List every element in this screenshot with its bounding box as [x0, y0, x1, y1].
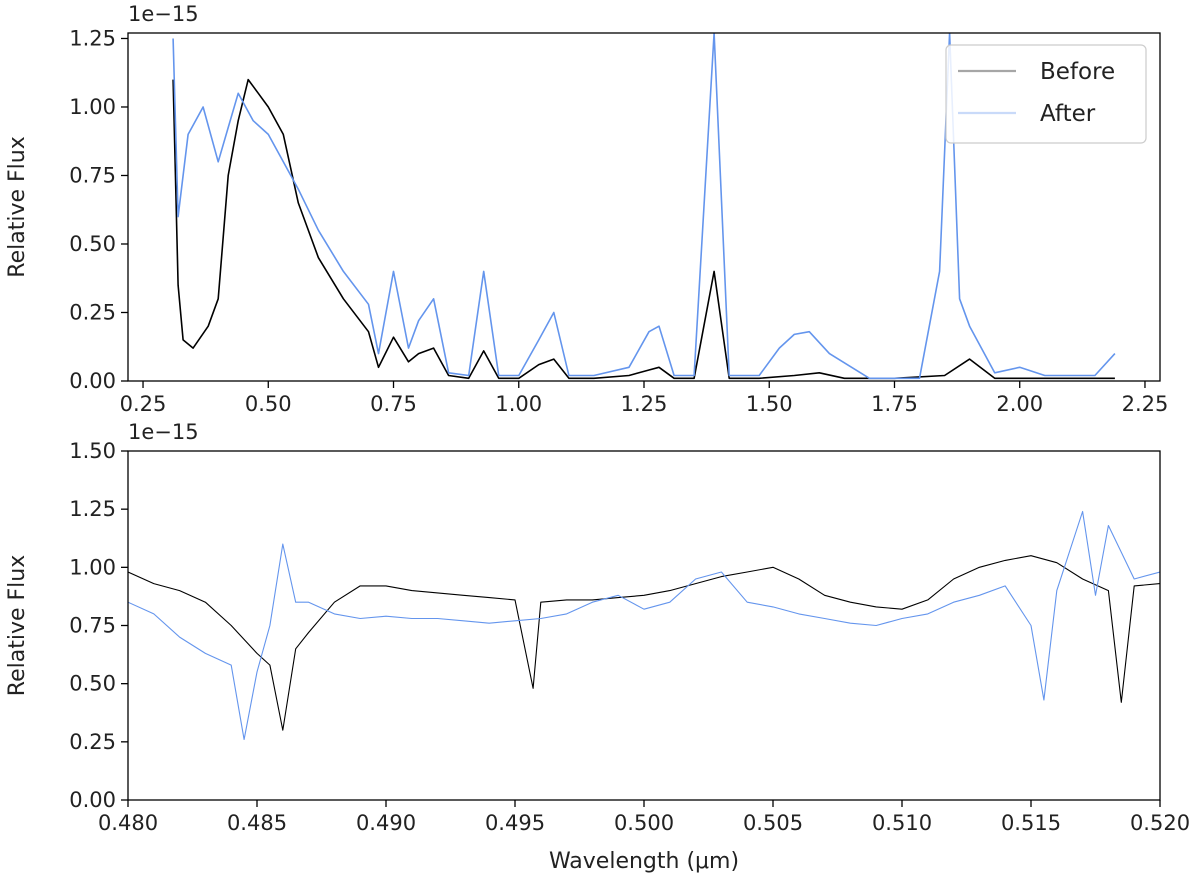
y-offset-label: 1e−15 — [128, 420, 199, 444]
legend-label-after: After — [1040, 101, 1096, 127]
x-tick-label: 0.505 — [743, 811, 803, 835]
x-tick-label: 2.25 — [1122, 392, 1169, 416]
y-tick-label: 1.25 — [69, 497, 116, 521]
x-tick-label: 0.500 — [614, 811, 674, 835]
series-line-before — [128, 555, 1160, 731]
bottom-panel: 0.480 0.485 0.490 0.495 0.500 0.505 0.510 0.515… — [5, 420, 1190, 874]
y-tick-label: 0.75 — [69, 614, 116, 638]
x-tick-label: 0.510 — [872, 811, 932, 835]
legend: Before After — [945, 44, 1147, 144]
x-tick-label: 0.25 — [120, 392, 167, 416]
y-tick-label: 0.00 — [69, 369, 116, 393]
top-panel: 0.25 0.50 0.75 1.00 1.25 1.50 1.75 2.00 2.25 0.00… — [5, 2, 1168, 416]
y-tick-label: 0.25 — [69, 730, 116, 754]
y-tick-label: 1.50 — [69, 439, 116, 463]
x-tick-label: 0.515 — [1001, 811, 1061, 835]
legend-label-before: Before — [1040, 59, 1115, 85]
series-line-after — [128, 510, 1160, 741]
y-tick-label: 0.50 — [69, 232, 116, 256]
x-tick-label: 0.50 — [245, 392, 292, 416]
legend-box — [945, 44, 1147, 144]
series-line-before — [172, 78, 1115, 380]
x-tick-label: 1.50 — [746, 392, 793, 416]
y-axis-label: Relative Flux — [5, 136, 30, 277]
x-tick-label: 0.520 — [1130, 811, 1190, 835]
x-tick-label: 0.75 — [370, 392, 417, 416]
y-tick-label: 1.25 — [69, 26, 116, 50]
x-tick-label: 0.485 — [227, 811, 287, 835]
y-tick-label: 1.00 — [69, 95, 116, 119]
x-tick-label: 0.490 — [356, 811, 416, 835]
y-tick-label: 0.00 — [69, 788, 116, 812]
x-tick-label: 1.75 — [871, 392, 918, 416]
x-axis-label: Wavelength (μm) — [549, 849, 739, 874]
y-tick-label: 0.75 — [69, 163, 116, 187]
x-tick-label: 0.495 — [485, 811, 545, 835]
x-tick-label: 0.480 — [98, 811, 158, 835]
y-tick-label: 1.00 — [69, 555, 116, 579]
axes-frame — [127, 450, 1161, 801]
x-tick-label: 2.00 — [996, 392, 1043, 416]
y-tick-label: 0.25 — [69, 300, 116, 324]
y-axis-label: Relative Flux — [5, 555, 30, 696]
x-tick-label: 1.25 — [621, 392, 668, 416]
y-tick-label: 0.50 — [69, 672, 116, 696]
y-offset-label: 1e−15 — [128, 2, 199, 26]
x-tick-label: 1.00 — [495, 392, 542, 416]
